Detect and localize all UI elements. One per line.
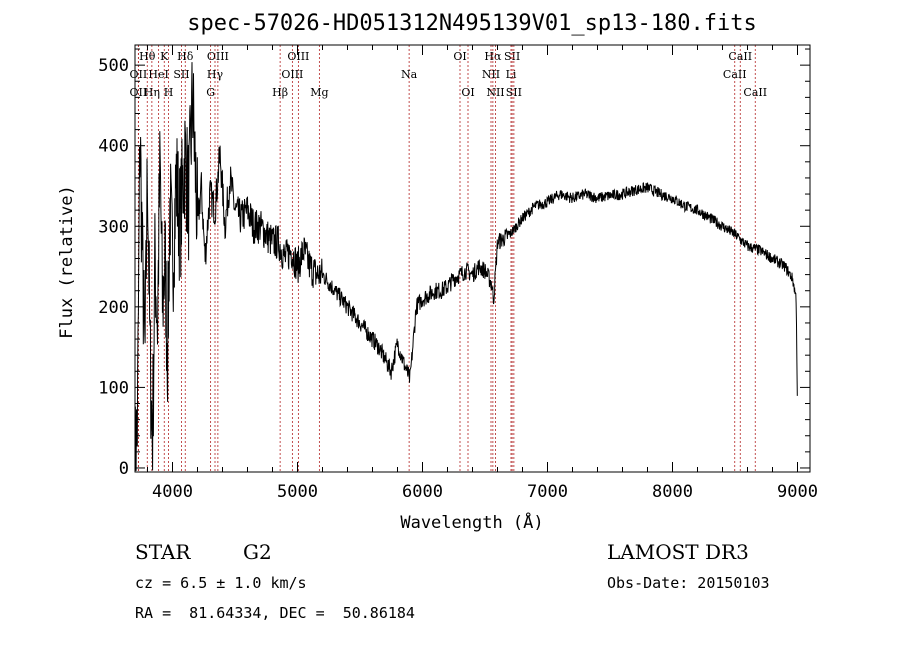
- line-label-3: K: [160, 50, 169, 63]
- line-label-4: HeI: [148, 68, 168, 81]
- line-label-10: Hγ: [207, 68, 224, 81]
- obs-date: Obs-Date: 20150103: [607, 574, 770, 592]
- x-tick-label-3: 7000: [527, 482, 568, 502]
- line-label-11: G: [206, 86, 215, 99]
- x-tick-label-1: 5000: [277, 482, 318, 502]
- line-label-12: Hβ: [272, 86, 288, 99]
- line-label-15: Mg: [310, 86, 328, 99]
- y-tick-label-5: 500: [98, 56, 129, 76]
- line-label-13: OIII: [287, 50, 309, 63]
- y-tick-label-1: 100: [98, 378, 129, 398]
- redshift-cz: cz = 6.5 ± 1.0 km/s: [135, 574, 307, 592]
- line-label-9: OIII: [207, 50, 229, 63]
- line-label-26: CaII: [723, 68, 747, 81]
- line-label-27: CaII: [743, 86, 767, 99]
- y-tick-label-4: 400: [98, 137, 129, 157]
- line-label-0: Hθ: [139, 50, 156, 63]
- line-label-5: Hη: [144, 86, 160, 99]
- line-label-19: Hα: [484, 50, 502, 63]
- line-label-7: H: [164, 86, 174, 99]
- class-type: STAR: [135, 540, 191, 564]
- line-label-23: NII: [486, 86, 504, 99]
- chart-title: spec-57026-HD051312N495139V01_sp13-180.f…: [187, 11, 757, 36]
- spectrum-series: [134, 62, 798, 471]
- line-label-16: Na: [401, 68, 418, 81]
- y-tick-label-0: 0: [119, 459, 129, 479]
- y-axis-label: Flux (relative): [57, 185, 77, 339]
- line-label-8: Hδ: [177, 50, 194, 63]
- subclass: G2: [243, 540, 272, 564]
- coordinates: RA = 81.64334, DEC = 50.86184: [135, 604, 415, 622]
- axis-ticks: 4000 5000 6000 7000 8000 9000 0 100 200 300 400 500: [98, 45, 818, 502]
- line-label-17: OI: [453, 50, 466, 63]
- y-tick-label-3: 300: [98, 217, 129, 237]
- line-label-24: SII: [506, 86, 522, 99]
- line-label-22: Li: [506, 68, 517, 81]
- survey-name: LAMOST DR3: [607, 540, 749, 564]
- line-label-20: SII: [504, 50, 520, 63]
- y-tick-label-2: 200: [98, 298, 129, 318]
- x-tick-label-2: 6000: [402, 482, 443, 502]
- x-tick-label-0: 4000: [152, 482, 193, 502]
- line-label-6: SII: [173, 68, 189, 81]
- x-tick-label-5: 9000: [777, 482, 818, 502]
- x-axis-label: Wavelength (Å): [400, 511, 543, 533]
- x-tick-label-4: 8000: [652, 482, 693, 502]
- line-label-21: NII: [482, 68, 500, 81]
- line-label-18: OI: [461, 86, 474, 99]
- plot-frame: [134, 44, 811, 473]
- line-label-2: OII: [130, 86, 148, 99]
- line-label-14: OIII: [281, 68, 303, 81]
- line-label-25: CaII: [728, 50, 752, 63]
- spectrum-line: [134, 62, 798, 471]
- spectrum-chart: spec-57026-HD051312N495139V01_sp13-180.f…: [57, 11, 818, 533]
